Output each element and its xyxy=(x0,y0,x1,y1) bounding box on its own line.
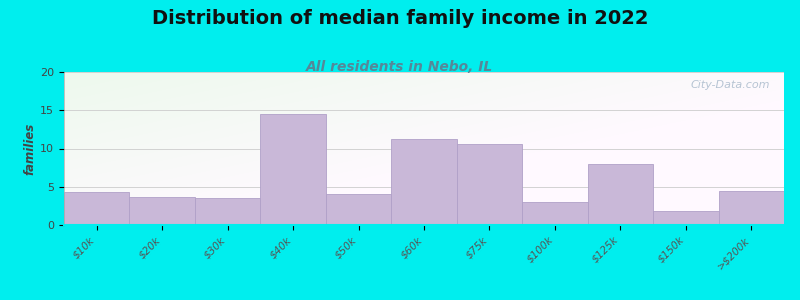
Text: City-Data.com: City-Data.com xyxy=(690,80,770,90)
Bar xyxy=(588,164,653,225)
Bar xyxy=(653,211,718,225)
Bar xyxy=(522,202,588,225)
Bar xyxy=(260,114,326,225)
Y-axis label: families: families xyxy=(23,122,36,175)
Bar xyxy=(457,144,522,225)
Bar xyxy=(326,194,391,225)
Bar xyxy=(64,192,130,225)
Bar xyxy=(130,197,195,225)
Bar xyxy=(195,198,260,225)
Bar xyxy=(718,190,784,225)
Text: Distribution of median family income in 2022: Distribution of median family income in … xyxy=(152,9,648,28)
Bar xyxy=(391,139,457,225)
Text: All residents in Nebo, IL: All residents in Nebo, IL xyxy=(306,60,494,74)
